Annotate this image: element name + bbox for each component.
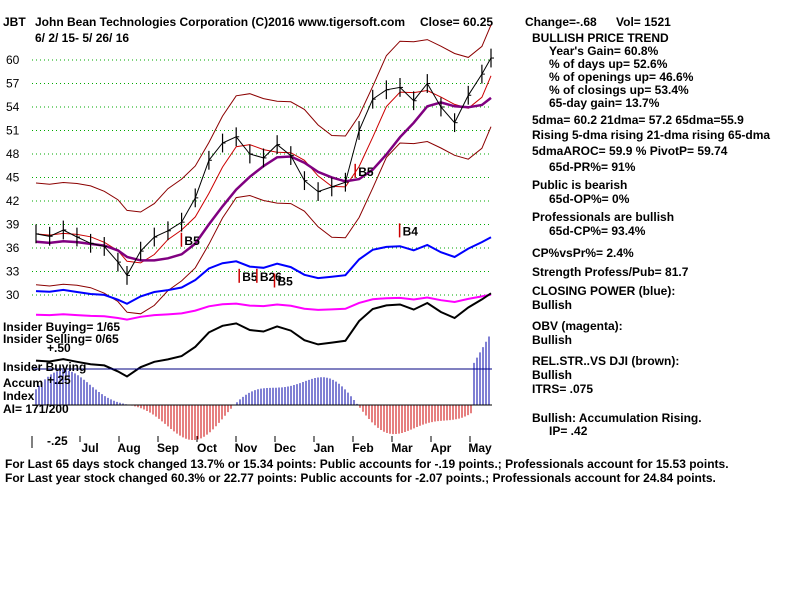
accum-label: Accum <box>3 376 44 390</box>
y-tick-label: 54 <box>6 100 20 114</box>
price-line <box>35 57 492 277</box>
stat-aroc: 5dmaAROC= 59.9 % PivotP= 59.74 <box>532 144 728 158</box>
stat-strength: Strength Profess/Pub= 81.7 <box>532 265 689 279</box>
signal-label: B5 <box>184 234 200 248</box>
index-label: Index <box>3 389 35 403</box>
close-value: Close= 60.25 <box>420 15 494 29</box>
ma65-line <box>35 96 492 262</box>
x-tick-label: Sep <box>157 441 179 455</box>
stat-rising: Rising 5-dma rising 21-dma rising 65-dma <box>532 128 771 142</box>
stat-closings-up: % of closings up= 53.4% <box>549 83 689 97</box>
stat-obv-value: Bullish <box>532 333 573 347</box>
x-tick-label: Feb <box>352 441 373 455</box>
y-tick-label: 60 <box>6 53 20 67</box>
y-tick-label: 33 <box>6 265 20 279</box>
x-tick-label: Jan <box>314 441 335 455</box>
y-tick-label: 42 <box>6 194 20 208</box>
stat-itrs: ITRS= .075 <box>532 382 594 396</box>
stat-days-up: % of days up= 52.6% <box>549 57 668 71</box>
stat-trend: BULLISH PRICE TREND <box>532 31 669 45</box>
y-tick-label: 51 <box>6 124 20 138</box>
stat-cp: 65d-CP%= 93.4% <box>549 224 646 238</box>
stat-pr: 65d-PR%= 91% <box>549 160 636 174</box>
date-range: 6/ 2/ 15- 5/ 26/ 16 <box>35 31 130 45</box>
insider-buying-title: Insider Buying <box>3 360 87 374</box>
stat-closing-power: CLOSING POWER (blue): <box>532 284 676 298</box>
signal-label: B5 <box>242 270 258 284</box>
x-tick-label: Apr <box>431 441 452 455</box>
tick-layer: 60 57 54 51 48 45 42 39 36 33 30 Jul Aug Sep Oct Nov Dec… <box>6 53 492 455</box>
stat-65day-gain: 65-day gain= 13.7% <box>549 96 660 110</box>
tick-plus-25: +.25 <box>47 373 71 387</box>
stat-ip: IP= .42 <box>549 424 588 438</box>
change-value: Change=-.68 <box>525 15 597 29</box>
stat-closing-power-value: Bullish <box>532 298 573 312</box>
closing-power-line <box>35 236 492 305</box>
footer-year: For Last year stock changed 60.3% or 22.… <box>5 471 716 485</box>
stat-dma: 5dma= 60.2 21dma= 57.2 65dma=55.9 <box>532 113 744 127</box>
stat-professionals: Professionals are bullish <box>532 210 675 224</box>
y-tick-label: 36 <box>6 241 20 255</box>
y-tick-label: 45 <box>6 171 20 185</box>
y-tick-label: 39 <box>6 218 20 232</box>
x-tick-label: Oct <box>197 441 217 455</box>
signal-label: B5 <box>358 165 374 179</box>
x-tick-label: Aug <box>117 441 140 455</box>
x-tick-label: Mar <box>391 441 413 455</box>
insider-selling-count: Insider Selling= 0/65 <box>3 332 119 346</box>
x-tick-label: Nov <box>235 441 258 455</box>
stat-op: 65d-OP%= 0% <box>549 192 630 206</box>
x-tick-label: Dec <box>274 441 296 455</box>
tick-plus-50: +.50 <box>47 341 71 355</box>
signal-label: B4 <box>403 224 419 238</box>
stat-obv: OBV (magenta): <box>532 319 623 333</box>
accum-layer <box>32 336 492 441</box>
stat-accum: Bullish: Accumulation Rising. <box>532 411 702 425</box>
stat-relstr: REL.STR..VS DJI (brown): <box>532 354 680 368</box>
x-tick-label: Jul <box>81 441 98 455</box>
ticker: JBT <box>3 15 26 29</box>
stat-year-gain: Year's Gain= 60.8% <box>549 44 659 58</box>
signal-label: B26 <box>260 270 282 284</box>
insider-buying-count: Insider Buying= 1/65 <box>3 320 121 334</box>
stat-openings-up: % of openings up= 46.6% <box>549 70 694 84</box>
chart-title: John Bean Technologies Corporation (C)20… <box>35 15 406 29</box>
stat-cp-vs-pr: CP%vsPr%= 2.4% <box>532 246 634 260</box>
obv-line <box>35 293 492 321</box>
ai-value: AI= 171/200 <box>3 402 69 416</box>
ma21-line <box>35 75 492 264</box>
y-tick-label: 30 <box>6 288 20 302</box>
stat-public: Public is bearish <box>532 178 628 192</box>
upper-band <box>35 24 492 213</box>
volume-value: Vol= 1521 <box>616 15 671 29</box>
y-tick-label: 48 <box>6 147 20 161</box>
x-tick-label: May <box>468 441 492 455</box>
stat-relstr-value: Bullish <box>532 368 573 382</box>
y-tick-label: 57 <box>6 77 20 91</box>
footer-65day: For Last 65 days stock changed 13.7% or … <box>5 457 729 471</box>
tick-minus-25: -.25 <box>47 434 68 448</box>
signal-label: B5 <box>277 275 293 289</box>
grid-layer <box>32 59 492 296</box>
